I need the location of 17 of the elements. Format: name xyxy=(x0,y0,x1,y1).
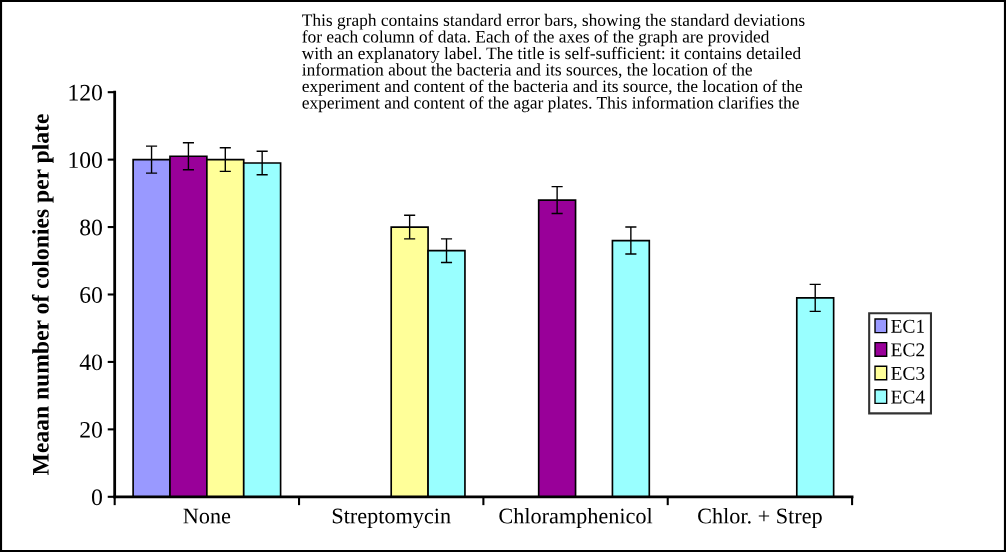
y-tick-label: 0 xyxy=(91,489,102,506)
y-tick-label: 20 xyxy=(80,421,102,438)
y-axis-title: Meaan number of colonies per plate xyxy=(31,114,54,475)
y-tick-label: 60 xyxy=(80,286,102,303)
x-tick-label: Chlor. + Strep xyxy=(698,507,822,529)
y-tick-label: 100 xyxy=(69,152,102,169)
y-tick-label: 40 xyxy=(79,354,102,371)
x-tick-label: None xyxy=(183,508,231,524)
legend-label: EC1 xyxy=(891,319,924,333)
y-tick-label: 80 xyxy=(80,219,102,236)
y-tick-label: 120 xyxy=(69,84,102,101)
x-tick-label: Chloramphenicol xyxy=(499,507,653,529)
legend-label: EC4 xyxy=(891,390,925,404)
annotation: This graph contains standard error bars, showing the standard deviations for each column of data. Each of the axes of the graph are provided with an explanatory label. The title is self-sufficient: it contains detailed information about the bacteria and its sources, the location of the experiment and content of the bacteria and its source, the location of the experiment and content of the agar plates. This information clarifies the xyxy=(301,13,805,113)
x-tick-label: Streptomycin xyxy=(332,508,451,529)
legend-label: EC2 xyxy=(891,343,925,357)
legend-label: EC3 xyxy=(891,366,925,380)
